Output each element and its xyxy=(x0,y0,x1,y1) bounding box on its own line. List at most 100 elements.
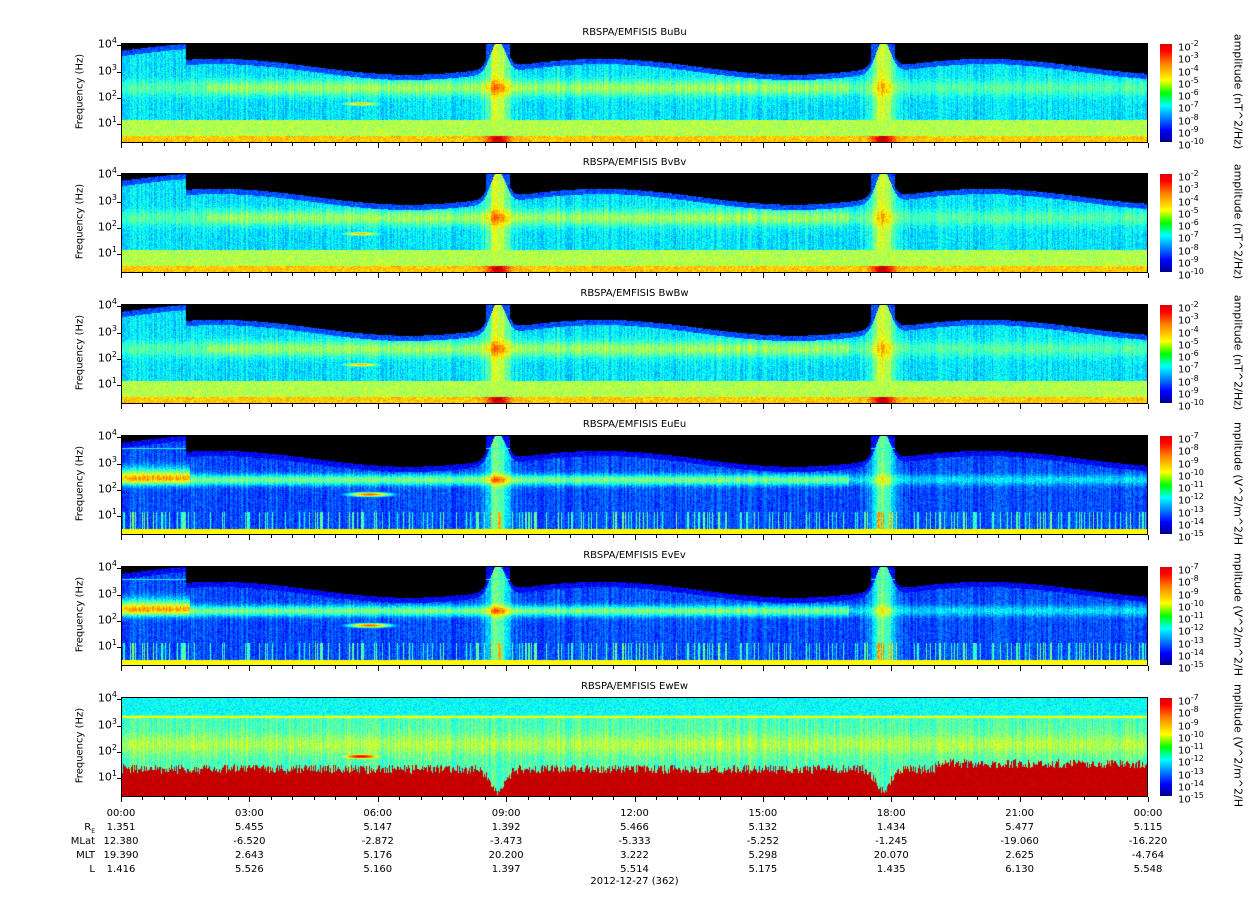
x-tick xyxy=(762,273,764,278)
x-tick xyxy=(1062,404,1064,407)
x-tick xyxy=(762,666,764,671)
x-tick xyxy=(313,797,315,800)
ephemeris-value: 2.625 xyxy=(1005,850,1034,861)
x-tick xyxy=(121,666,122,671)
colorbar-tick-label: 10-9 xyxy=(1178,586,1199,601)
x-tick xyxy=(998,666,1000,669)
y-tick xyxy=(117,699,121,701)
colorbar-tick-label: 10-10 xyxy=(1178,729,1204,745)
x-tick xyxy=(570,535,572,538)
y-tick xyxy=(117,490,121,492)
colorbar-tick-label: 10-11 xyxy=(1178,742,1204,757)
ephemeris-value: 5.175 xyxy=(748,864,778,875)
x-tick xyxy=(955,535,957,538)
ephemeris-value: -5.333 xyxy=(618,836,651,847)
x-tick xyxy=(1041,535,1043,538)
x-tick xyxy=(613,143,615,146)
x-tick xyxy=(784,273,786,276)
x-tick xyxy=(527,273,529,276)
x-tick xyxy=(1148,666,1149,671)
x-tick xyxy=(805,273,807,276)
y-tick xyxy=(117,98,121,100)
x-tick xyxy=(163,535,165,538)
y-tick-label: 103 xyxy=(97,716,117,732)
x-tick xyxy=(741,404,743,407)
x-tick xyxy=(1083,143,1085,146)
x-tick xyxy=(399,143,401,146)
ephemeris-value: 5.298 xyxy=(748,850,778,861)
x-tick xyxy=(1148,404,1149,409)
x-tick xyxy=(698,404,700,407)
colorbar-tick-label: 10-7 xyxy=(1178,230,1199,245)
x-tick xyxy=(548,666,550,669)
ephemeris-label: MLat xyxy=(35,836,95,847)
y-tick-label: 101 xyxy=(97,638,117,654)
y-axis-label: Frequency (Hz) xyxy=(74,314,86,391)
x-tick xyxy=(185,666,187,669)
x-tick xyxy=(506,143,508,148)
x-tick xyxy=(527,797,529,800)
x-tick xyxy=(527,143,529,146)
x-tick xyxy=(655,273,657,276)
x-tick xyxy=(484,273,486,276)
x-tick xyxy=(677,535,679,538)
colorbar-label: mplitude (V^2/m^2/H xyxy=(1231,684,1245,807)
x-tick xyxy=(313,404,315,407)
ephemeris-value: 5.132 xyxy=(748,822,778,833)
plot-frame xyxy=(121,697,1148,797)
plot-frame xyxy=(121,43,1148,143)
x-tick xyxy=(1083,535,1085,538)
y-tick xyxy=(117,124,121,126)
colorbar-tick-label: 10-5 xyxy=(1178,75,1199,91)
x-tick xyxy=(1019,404,1021,409)
colorbar-label: mplitude (V^2/m^2/H xyxy=(1231,553,1245,676)
x-tick xyxy=(399,404,401,407)
y-tick-label: 102 xyxy=(97,612,117,627)
x-tick xyxy=(249,143,251,148)
x-tick xyxy=(1062,666,1064,669)
colorbar-tick-label: 10-15 xyxy=(1178,791,1204,806)
ephemeris-label: RE xyxy=(35,822,95,835)
ephemeris-value: -6.520 xyxy=(233,836,266,847)
x-tick xyxy=(570,797,572,800)
y-tick-label: 103 xyxy=(97,62,117,78)
x-tick xyxy=(506,797,508,802)
ephemeris-value: 20.200 xyxy=(488,850,524,861)
colorbar-tick-label: 10-15 xyxy=(1178,529,1204,544)
x-tick xyxy=(527,666,529,669)
y-tick xyxy=(117,778,121,780)
x-tick xyxy=(891,404,893,409)
ephemeris-value: 3.222 xyxy=(620,850,649,861)
y-tick-label: 104 xyxy=(97,559,117,574)
x-tick xyxy=(270,666,272,669)
colorbar xyxy=(1160,567,1172,665)
ephemeris-label-text: L xyxy=(89,864,95,875)
x-tick xyxy=(356,143,358,146)
colorbar-tick-label: 10-12 xyxy=(1178,623,1204,638)
y-tick-label: 102 xyxy=(97,743,117,758)
x-tick xyxy=(613,404,615,407)
y-tick-label: 101 xyxy=(97,115,117,131)
x-tick xyxy=(762,404,764,409)
x-tick xyxy=(976,143,978,146)
x-tick xyxy=(399,666,401,669)
x-tick xyxy=(912,666,914,669)
panel-title: RBSPA/EMFISIS EwEw xyxy=(580,681,689,692)
x-tick xyxy=(655,666,657,669)
colorbar-tick-label: 10-6 xyxy=(1178,88,1199,103)
x-tick xyxy=(976,273,978,276)
x-tick xyxy=(1105,797,1107,800)
x-tick xyxy=(613,797,615,800)
x-tick xyxy=(1105,535,1107,538)
colorbar-tick-label: 10-8 xyxy=(1178,574,1199,589)
x-tick xyxy=(869,797,871,800)
x-tick xyxy=(206,143,208,146)
x-tick xyxy=(163,143,165,146)
colorbar-tick-label: 10-13 xyxy=(1178,504,1204,519)
x-tick xyxy=(463,143,465,146)
y-tick xyxy=(117,306,121,308)
x-tick xyxy=(934,666,936,669)
x-tick xyxy=(570,666,572,669)
ephemeris-value: 5.548 xyxy=(1133,864,1163,875)
x-tick xyxy=(1126,143,1128,146)
